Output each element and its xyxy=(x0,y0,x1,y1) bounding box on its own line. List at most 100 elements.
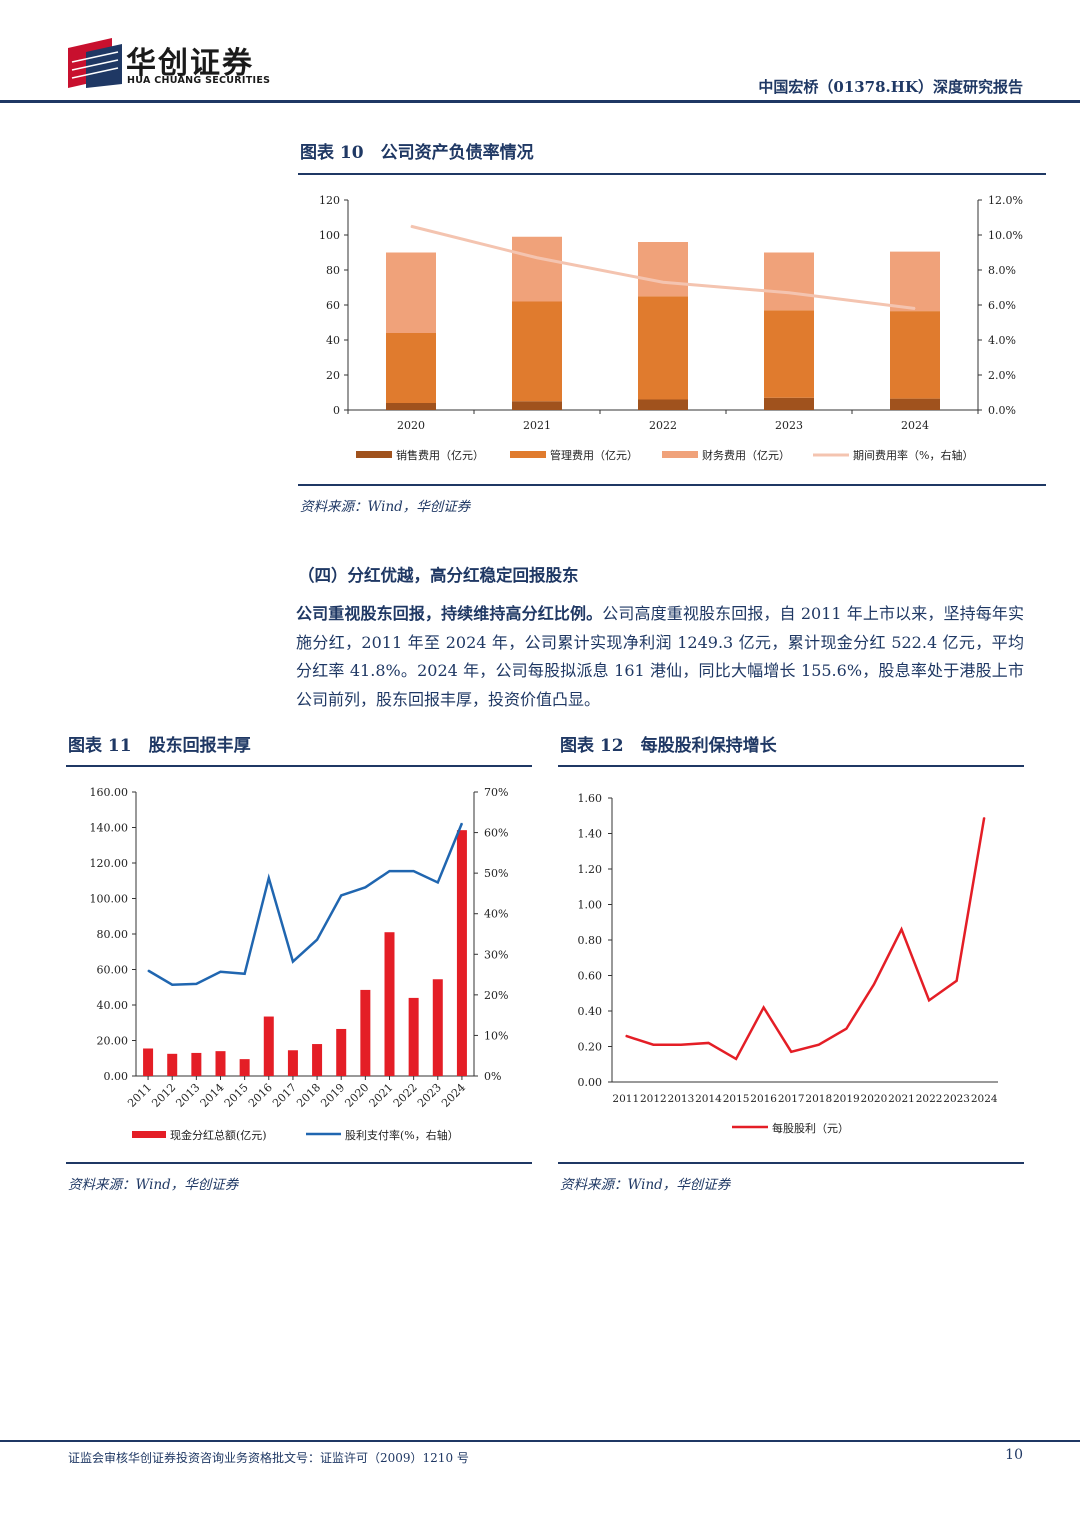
y2-tick-label: 12.0% xyxy=(988,194,1023,207)
dividend-per-share-point xyxy=(790,1051,792,1053)
bar-segment xyxy=(638,399,688,410)
payout-ratio-point xyxy=(413,870,415,872)
bar-segment xyxy=(764,252,814,311)
y2-tick-label: 2.0% xyxy=(988,369,1016,382)
y-tick-label: 100.00 xyxy=(90,893,129,906)
dividend-bar xyxy=(287,1050,298,1076)
figure-10-chart: 0 20 40 60 80 100 120 0.0% 2.0% 4.0% 6.0% 8.0% 10.0%… xyxy=(319,194,1023,462)
legend-label: 管理费用（亿元） xyxy=(550,448,638,462)
legend-label: 现金分红总额(亿元) xyxy=(170,1128,267,1142)
figure-12-top-rule xyxy=(558,765,1024,767)
y-tick-label: 0 xyxy=(333,404,340,417)
x-tick-label: 2012 xyxy=(149,1081,178,1110)
figure-12-chart: 0.00 0.20 0.40 0.60 0.80 1.00 1.20 1.40 1.60 2011… xyxy=(578,792,998,1135)
bar-segment xyxy=(764,310,814,398)
y2-tick-label: 20% xyxy=(484,989,508,1002)
legend-label: 期间费用率（%，右轴） xyxy=(853,448,973,462)
dividend-per-share-point xyxy=(625,1035,627,1037)
dividend-per-share-point xyxy=(735,1058,737,1060)
bar-segment xyxy=(512,236,562,302)
x-tick-label: 2018 xyxy=(294,1081,323,1110)
figure-11-source: 资料来源：Wind，华创证券 xyxy=(68,1177,239,1193)
y-tick-label: 100 xyxy=(319,229,340,242)
y-tick-label: 0.00 xyxy=(104,1070,129,1083)
expense-ratio-point xyxy=(410,225,412,227)
x-tick-label: 2012 xyxy=(640,1093,667,1105)
x-tick-label: 2021 xyxy=(367,1081,396,1110)
y-tick-label: 40.00 xyxy=(97,999,129,1012)
dividend-bar xyxy=(408,997,419,1076)
legend-label: 每股股利（元） xyxy=(772,1121,849,1135)
dividend-bar xyxy=(143,1048,154,1076)
bar-segment xyxy=(512,401,562,410)
dividend-bar xyxy=(336,1028,347,1076)
bar-segment xyxy=(386,252,436,333)
dividend-bar xyxy=(312,1044,323,1076)
payout-ratio-point xyxy=(244,973,246,975)
expense-ratio-point xyxy=(536,257,538,259)
figure-11-title: 图表 11 股东回报丰厚 xyxy=(68,736,251,756)
x-tick-label: 2020 xyxy=(861,1093,888,1105)
figure-10-bottom-rule xyxy=(298,484,1046,486)
y-tick-label: 80 xyxy=(326,264,340,277)
y-tick-label: 1.20 xyxy=(578,863,603,876)
y2-tick-label: 50% xyxy=(484,867,508,880)
x-tick-label: 2022 xyxy=(916,1093,943,1105)
x-tick-label: 2016 xyxy=(246,1081,275,1110)
x-tick-label: 2019 xyxy=(833,1093,860,1105)
y-tick-label: 20.00 xyxy=(97,1035,129,1048)
page-number: 10 xyxy=(1005,1447,1023,1463)
x-tick-label: 2023 xyxy=(415,1081,444,1110)
paragraph-lead: 公司重视股东回报，持续维持高分红比例。 xyxy=(296,604,603,623)
dividend-per-share-point xyxy=(708,1042,709,1044)
y2-tick-label: 70% xyxy=(484,786,508,799)
dividend-per-share-point xyxy=(956,980,958,982)
x-tick-label: 2021 xyxy=(888,1093,915,1105)
legend-swatch xyxy=(356,451,392,458)
x-tick-label: 2023 xyxy=(775,419,803,432)
y2-tick-label: 0.0% xyxy=(988,404,1016,417)
x-tick-label: 2018 xyxy=(805,1093,832,1105)
y2-tick-label: 40% xyxy=(484,908,508,921)
x-tick-label: 2014 xyxy=(695,1093,722,1105)
dividend-bar xyxy=(384,932,395,1076)
dividend-per-share-line xyxy=(625,817,986,1061)
payout-ratio-point xyxy=(316,939,318,941)
y2-tick-label: 6.0% xyxy=(988,299,1016,312)
x-tick-label: 2024 xyxy=(439,1081,468,1110)
y2-tick-label: 60% xyxy=(484,827,508,840)
expense-ratio-point xyxy=(788,292,790,294)
y2-tick-label: 10.0% xyxy=(988,229,1023,242)
y-tick-label: 0.80 xyxy=(578,934,603,947)
y-tick-label: 40 xyxy=(326,334,340,347)
dividend-per-share-point xyxy=(818,1044,820,1046)
legend-label: 股利支付率(%，右轴） xyxy=(345,1128,459,1142)
figure-11-chart: 0.00 20.00 40.00 60.00 80.00 100.00 120.00 140.… xyxy=(90,786,509,1142)
logo-chinese-name: 华创证券 xyxy=(126,46,254,81)
dividend-bar xyxy=(263,1016,274,1076)
y-tick-label: 120 xyxy=(319,194,340,207)
y-tick-label: 80.00 xyxy=(97,928,129,941)
header-divider xyxy=(0,100,1080,103)
payout-ratio-point xyxy=(171,984,173,986)
x-tick-label: 2019 xyxy=(318,1081,347,1110)
figure-10-source: 资料来源：Wind，华创证券 xyxy=(300,499,471,515)
payout-ratio-point xyxy=(268,877,270,879)
footer-license-text: 证监会审核华创证券投资咨询业务资格批文号：证监许可（2009）1210 号 xyxy=(68,1451,469,1465)
expense-ratio-point xyxy=(662,281,664,283)
dividend-per-share-point xyxy=(901,928,902,930)
dividend-bar xyxy=(215,1051,226,1076)
figure-11-bottom-rule xyxy=(66,1162,532,1164)
payout-ratio-point xyxy=(195,983,197,985)
bar-segment xyxy=(890,251,940,312)
section-paragraph: 公司重视股东回报，持续维持高分红比例。公司高度重视股东回报，自 2011 年上市… xyxy=(296,600,1024,714)
x-tick-label: 2016 xyxy=(750,1093,777,1105)
y-tick-label: 120.00 xyxy=(90,857,129,870)
bar-segment xyxy=(386,403,436,410)
bar-segment xyxy=(890,311,940,399)
x-tick-label: 2022 xyxy=(649,419,677,432)
figure-12-bottom-rule xyxy=(558,1162,1024,1164)
x-tick-label: 2015 xyxy=(222,1081,251,1110)
footer-divider xyxy=(0,1440,1080,1442)
x-tick-label: 2021 xyxy=(523,419,551,432)
